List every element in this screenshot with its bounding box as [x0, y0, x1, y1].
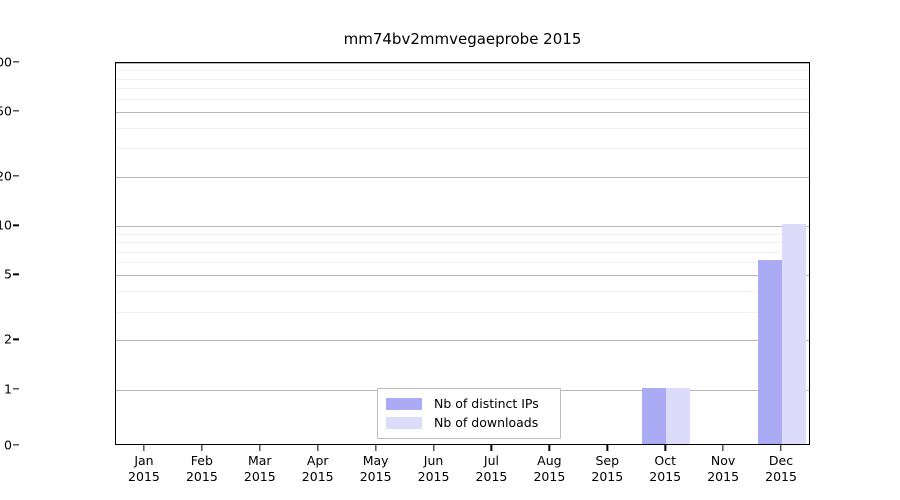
gridline-minor [116, 127, 809, 129]
x-axis-tick-label: Aug 2015 [533, 453, 566, 484]
x-axis-tick-label: Apr 2015 [301, 453, 334, 484]
bar [666, 387, 691, 444]
bar [642, 387, 667, 444]
x-axis-tick-mark [722, 445, 724, 451]
x-axis-tick-label: Mar 2015 [243, 453, 276, 484]
y-axis-tick-label: 0 [4, 437, 12, 453]
y-axis-tick-mark [13, 273, 19, 276]
chart-title: mm74bv2mmvegaeprobe 2015 [343, 30, 582, 48]
chart-legend: Nb of distinct IPs Nb of downloads [377, 388, 561, 439]
gridline-minor [116, 78, 809, 80]
y-axis-tick-label: 1 [4, 381, 12, 396]
gridline-major [116, 275, 809, 277]
gridline-major [116, 177, 809, 179]
x-axis-tick-mark [374, 445, 377, 451]
y-axis-tick-mark [13, 224, 19, 226]
x-axis-tick-label: Feb 2015 [185, 453, 218, 484]
y-axis-tick-mark [13, 61, 19, 63]
x-axis-tick-label: May 2015 [359, 453, 392, 484]
plot-area [115, 62, 810, 445]
y-axis-tick-mark [13, 175, 19, 177]
x-axis-tick-mark [490, 445, 493, 451]
gridline-major [116, 112, 809, 114]
gridline-minor [116, 251, 809, 253]
y-axis-tick-mark [13, 110, 19, 112]
bar [782, 224, 807, 444]
x-axis-tick-mark [317, 445, 319, 451]
legend-item[interactable]: Nb of distinct IPs [386, 394, 552, 413]
y-axis-tick-label: 100 [0, 54, 12, 70]
y-axis-tick-label: 5 [4, 266, 12, 282]
gridline-major [116, 226, 809, 228]
y-axis-tick-mark [13, 444, 19, 446]
legend-item[interactable]: Nb of downloads [386, 413, 552, 432]
x-axis-tick-mark [548, 445, 551, 451]
x-axis-tick-label: Nov 2015 [707, 453, 740, 484]
gridline-major [116, 63, 809, 64]
x-axis-tick-mark [664, 445, 666, 451]
y-axis-tick-mark [13, 387, 19, 390]
legend-item-label: Nb of distinct IPs [434, 396, 539, 411]
gridline-minor [116, 70, 809, 72]
x-axis: Jan 2015 Feb 2015 Mar 2015 Apr 2015 May 2015 Jun 20… [0, 445, 900, 500]
x-axis-tick-mark [143, 445, 145, 451]
legend-item-label: Nb of downloads [434, 415, 539, 430]
x-axis-tick-label: Jul 2015 [475, 453, 508, 484]
x-axis-tick-label: Jun 2015 [417, 453, 450, 484]
x-axis-tick-label: Jan 2015 [128, 453, 160, 484]
gridline-minor [116, 88, 809, 90]
y-axis-tick-label: 2 [4, 331, 12, 347]
y-axis-tick-label: 20 [0, 168, 12, 184]
x-axis-tick-label: Sep 2015 [591, 453, 624, 484]
x-axis-tick-label: Dec 2015 [765, 453, 797, 484]
legend-swatch-icon [386, 416, 422, 429]
y-axis-tick-label: 50 [0, 103, 12, 119]
x-axis-tick-mark [432, 445, 435, 451]
gridline-minor [116, 99, 809, 101]
x-axis-tick-mark [606, 445, 608, 451]
gridline-minor [116, 148, 809, 150]
gridline-minor [116, 233, 809, 235]
x-axis-tick-mark [201, 445, 203, 451]
y-axis: 0 1 2 5 10 20 50 100 [0, 0, 115, 500]
x-axis-tick-mark [259, 445, 261, 451]
y-axis-tick-mark [13, 338, 19, 341]
bar [758, 260, 783, 444]
gridline-minor [116, 242, 809, 244]
legend-swatch-icon [386, 397, 422, 410]
gridline-minor [116, 291, 809, 293]
x-axis-tick-mark [780, 445, 782, 451]
gridline-minor [116, 311, 809, 313]
gridline-minor [116, 262, 809, 264]
y-axis-tick-label: 10 [0, 217, 12, 233]
gridline-major [116, 340, 809, 342]
x-axis-tick-label: Oct 2015 [649, 453, 682, 484]
